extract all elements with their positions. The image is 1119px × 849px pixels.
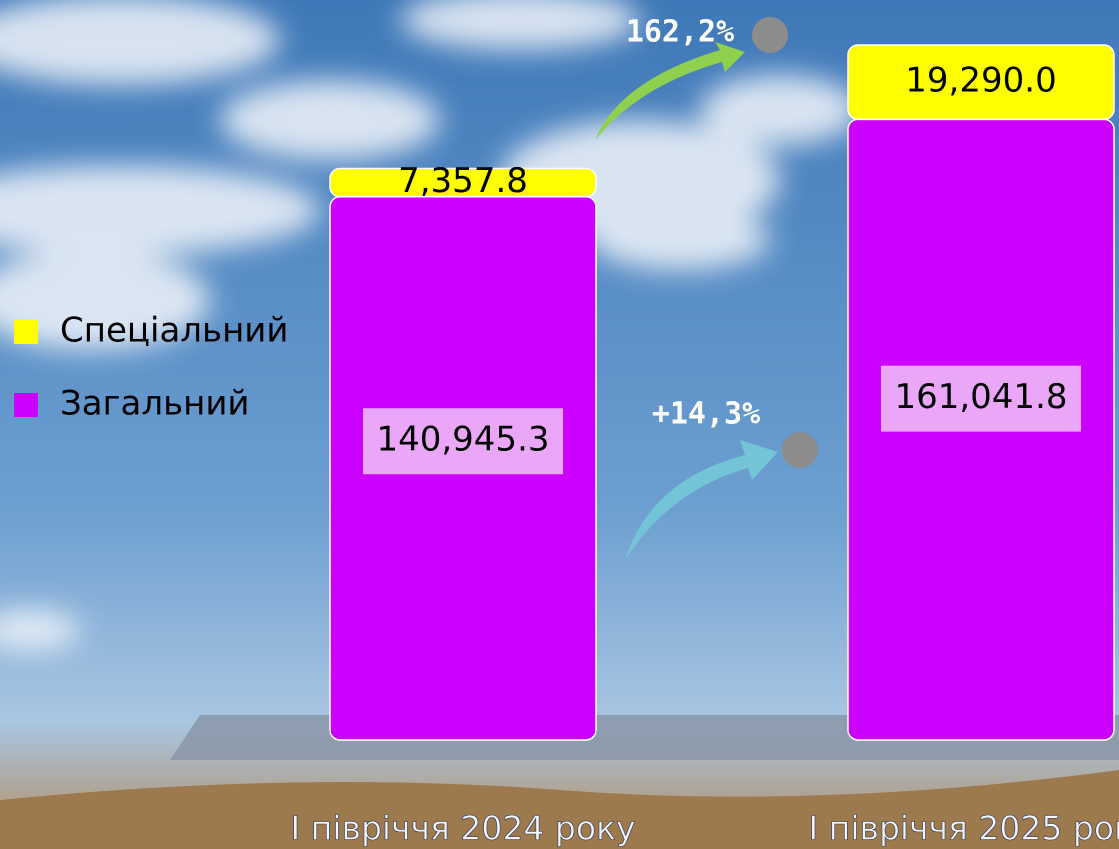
x-tick-label: І півріччя 2025 року	[809, 809, 1119, 848]
x-tick-label: І півріччя 2024 року	[291, 809, 636, 848]
value-label: 161,041.8	[894, 377, 1067, 417]
legend-swatch	[14, 320, 38, 344]
arrow	[625, 440, 778, 560]
label-box	[881, 365, 1081, 432]
value-label: 19,290.0	[905, 61, 1056, 101]
legend-label: Спеціальний	[60, 311, 289, 351]
ground	[0, 770, 1119, 849]
value-label: 7,357.8	[398, 161, 528, 201]
bar-segment	[847, 44, 1115, 121]
marker	[782, 432, 818, 468]
marker	[752, 17, 788, 53]
label-box	[363, 408, 563, 475]
legend-swatch	[14, 393, 38, 417]
bar-segment	[329, 167, 597, 198]
legend-label: Загальний	[60, 384, 250, 424]
annotation: 162,2%	[626, 15, 734, 50]
value-label: 140,945.3	[376, 420, 549, 460]
arrow	[595, 42, 745, 140]
annotation: +14,3%	[652, 397, 760, 432]
